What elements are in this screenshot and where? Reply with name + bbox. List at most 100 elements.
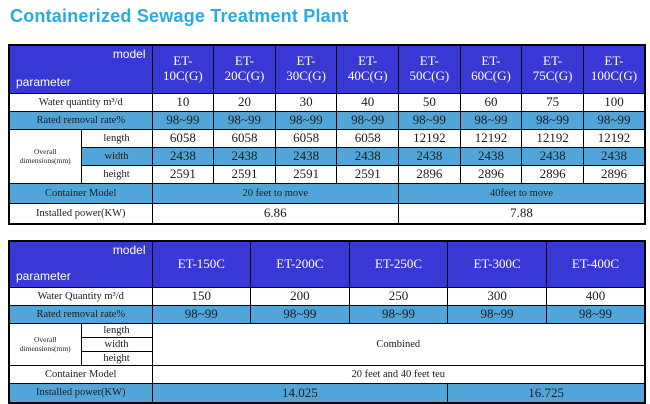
value-cell: 50 [398,92,461,112]
model-header: ET-30C(G) [274,44,338,94]
length-row: Overall dimensions(mm) length Combined [8,322,646,366]
row-label: Rated removal rate% [8,304,153,324]
value-cell: 12192 [398,128,461,148]
value-cell: 2591 [336,164,399,184]
combined-cell: Combined [151,322,646,366]
value-cell: 2591 [274,164,338,184]
value-cell: 6058 [274,128,338,148]
installed-power-row: Installed power(KW) 6.86 7.88 [8,202,646,225]
value-cell: 200 [250,286,350,306]
container-40ft-cell: 40feet to move [398,182,646,204]
value-cell: 150 [151,286,252,306]
header-row: model parameter ET-150C ET-200C ET-250C … [8,240,646,288]
model-label: model [112,47,146,61]
value-cell: 2896 [459,164,523,184]
power-value-cell: 6.86 [151,202,399,225]
value-cell: 60 [459,92,523,112]
value-cell: 2896 [521,164,584,184]
value-cell: 2438 [521,146,584,166]
value-cell: 6058 [336,128,399,148]
value-cell: 40 [336,92,399,112]
value-cell: 98~99 [398,110,461,130]
value-cell: 98~99 [545,304,646,324]
value-cell: 98~99 [151,304,252,324]
value-cell: 98~99 [336,110,399,130]
model-header: ET-10C(G) [151,44,215,94]
container-teu-cell: 20 feet and 40 feet teu [151,364,646,384]
overall-dimensions-label: Overall dimensions(mm) [8,128,82,184]
value-cell: 250 [348,286,449,306]
height-row: height 2591 2591 2591 2591 2896 2896 289… [9,164,646,184]
value-cell: 2438 [151,146,215,166]
parameter-label: parameter [16,268,71,283]
spec-table-small-models: model parameter ET-10C(G) ET-20C(G) ET-3… [8,44,646,225]
value-cell: 98~99 [521,110,584,130]
rated-removal-row: Rated removal rate% 98~99 98~99 98~99 98… [8,110,646,130]
model-header: ET-250C [348,240,449,288]
width-row: width [9,336,645,352]
installed-power-row: Installed power(KW) 14.025 16.725 [8,382,646,404]
value-cell: 20 [213,92,276,112]
power-value-cell: 16.725 [447,382,646,404]
power-value-cell: 7.88 [398,202,646,225]
power-value-cell: 14.025 [151,382,449,404]
value-cell: 98~99 [582,110,646,130]
model-header: ET-100C(G) [582,44,646,94]
model-label: model [112,243,146,257]
value-cell: 2438 [336,146,399,166]
value-cell: 2896 [398,164,461,184]
row-label: Water quantity m³/d [8,92,153,112]
container-20ft-cell: 20 feet to move [151,182,399,204]
value-cell: 98~99 [447,304,547,324]
water-quantity-row: Water quantity m³/d 10 20 30 40 50 60 75… [8,92,646,112]
row-label: Container Model [8,364,153,384]
value-cell: 400 [545,286,646,306]
value-cell: 100 [582,92,646,112]
width-label: width [80,146,153,166]
value-cell: 2438 [459,146,523,166]
value-cell: 2438 [213,146,276,166]
model-parameter-corner-cell: model parameter [8,44,153,94]
length-label: length [80,128,153,148]
parameter-label: parameter [16,74,71,89]
model-header: ET-50C(G) [398,44,461,94]
length-row: Overall dimensions(mm) length 6058 6058 … [8,128,646,184]
row-label: Container Model [8,182,153,204]
value-cell: 75 [521,92,584,112]
value-cell: 6058 [213,128,276,148]
container-model-row: Container Model 20 feet and 40 feet teu [8,364,646,384]
value-cell: 12192 [582,128,646,148]
value-cell: 98~99 [274,110,338,130]
value-cell: 2896 [582,164,646,184]
value-cell: 98~99 [348,304,449,324]
row-label: Installed power(KW) [8,382,153,404]
height-label: height [80,350,153,366]
rated-removal-row: Rated removal rate% 98~99 98~99 98~99 98… [8,304,646,324]
value-cell: 2438 [582,146,646,166]
model-parameter-corner-cell: model parameter [8,240,153,288]
height-label: height [80,164,153,184]
value-cell: 30 [274,92,338,112]
value-cell: 98~99 [250,304,350,324]
overall-dimensions-label: Overall dimensions(mm) [8,322,82,366]
value-cell: 98~99 [213,110,276,130]
page-title: Containerized Sewage Treatment Plant [10,6,349,26]
width-row: width 2438 2438 2438 2438 2438 2438 2438… [9,146,646,166]
width-label: width [80,336,153,352]
value-cell: 300 [447,286,547,306]
value-cell: 2438 [274,146,338,166]
value-cell: 98~99 [459,110,523,130]
length-label: length [80,322,153,338]
value-cell: 12192 [459,128,523,148]
row-label: Water Quantity m³/d [8,286,153,306]
value-cell: 2438 [398,146,461,166]
value-cell: 10 [151,92,215,112]
model-header: ET-60C(G) [459,44,523,94]
spec-table-large-models: model parameter ET-150C ET-200C ET-250C … [8,240,646,404]
model-header: ET-20C(G) [213,44,276,94]
model-header: ET-40C(G) [336,44,399,94]
value-cell: 98~99 [151,110,215,130]
height-row: height [9,350,645,366]
value-cell: 12192 [521,128,584,148]
value-cell: 2591 [151,164,215,184]
